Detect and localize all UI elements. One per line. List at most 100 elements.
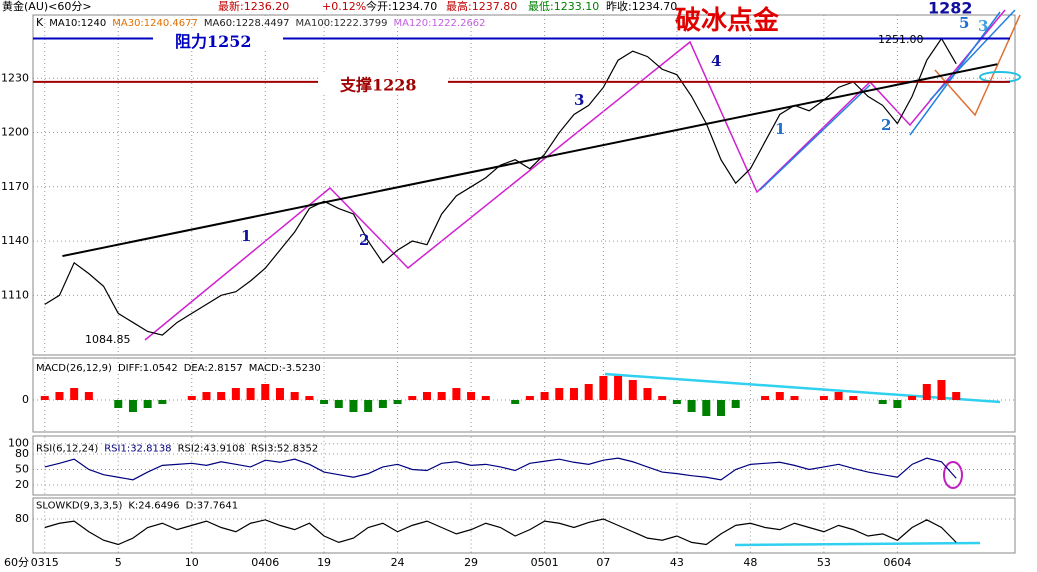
macd-bar <box>364 400 373 412</box>
kd-frame <box>32 497 1016 554</box>
y-tick-label: 80 <box>15 512 29 525</box>
macd-bar <box>158 400 167 404</box>
kd-support-line <box>734 541 981 547</box>
chart-title: 破冰点金 <box>675 5 780 36</box>
legend-label: MA10:1240 <box>49 18 106 29</box>
main-frame <box>32 14 1016 356</box>
x-tick-label: 0501 <box>531 556 559 569</box>
y-tick-label: 1110 <box>1 288 29 301</box>
macd-bar <box>334 400 343 408</box>
macd-bar <box>84 392 93 400</box>
macd-bar <box>922 384 931 400</box>
macd-bar <box>452 388 461 400</box>
y-tick-label: 1140 <box>1 234 29 247</box>
macd-bar <box>584 384 593 400</box>
macd-bar <box>540 392 549 400</box>
macd-bar <box>305 396 314 400</box>
macd-bar <box>128 400 137 412</box>
macd-bar <box>349 400 358 412</box>
wave-label: 3 <box>978 17 988 35</box>
wave-line <box>144 9 1006 341</box>
macd-bar <box>40 396 49 400</box>
macd-bar <box>716 400 725 416</box>
high: 最高:1237.80 <box>446 0 517 13</box>
legend-label: RSI3:52.8352 <box>251 444 318 455</box>
macd-bar <box>275 388 284 400</box>
y-tick-label: 0 <box>22 393 29 406</box>
panel-title: RSI(6,12,24) <box>36 444 98 455</box>
rsi-frame <box>32 435 1016 496</box>
y-tick-label: 50 <box>15 463 29 476</box>
macd-bar <box>246 388 255 400</box>
legend-label: MACD:-3.5230 <box>249 363 321 374</box>
panel-title: SLOWKD(9,3,3,5) <box>36 501 122 512</box>
macd-bar <box>202 392 211 400</box>
macd-bar <box>70 388 79 400</box>
macd-bar <box>290 392 299 400</box>
y-tick-label: 80 <box>15 447 29 460</box>
macd-bar <box>878 400 887 404</box>
wave-label: 2 <box>881 116 891 134</box>
macd-frame <box>32 357 1016 433</box>
macd-bar <box>702 400 711 416</box>
macd-bar <box>893 400 902 408</box>
macd-bar <box>569 388 578 400</box>
latest: 最新:1236.20 <box>218 0 289 13</box>
x-tick-label: 43 <box>670 556 684 569</box>
legend-label: MA30:1240.4677 <box>112 18 198 29</box>
macd-bar <box>687 400 696 412</box>
macd-bar <box>790 396 799 400</box>
macd-bar <box>217 392 226 400</box>
macd-bar <box>937 380 946 400</box>
macd-bar <box>643 388 652 400</box>
macd-bar <box>511 400 520 404</box>
price-line <box>44 457 957 481</box>
channel-line <box>759 84 871 191</box>
legend-label: K <box>36 16 44 29</box>
annotation: 1251.00 <box>878 33 924 46</box>
annotation: 1282 <box>928 0 973 18</box>
panel-title: MACD(26,12,9) <box>36 363 112 374</box>
x-tick-label: 0315 <box>31 556 59 569</box>
macd-bar <box>187 396 196 400</box>
macd-bar <box>908 396 917 400</box>
channel-line <box>929 9 1016 101</box>
wave-label: 3 <box>574 91 584 109</box>
rsi-ellipse <box>943 461 963 489</box>
x-tick-label: 0406 <box>251 556 279 569</box>
x-tick-label: 10 <box>185 556 199 569</box>
legend-label: DEA:2.8157 <box>184 363 243 374</box>
change: +0.12% <box>322 0 366 13</box>
macd-bar <box>628 380 637 400</box>
low: 最低:1233.10 <box>528 0 599 13</box>
price-line <box>44 37 957 336</box>
wave-label: 4 <box>711 52 721 70</box>
legend-label: RSI1:32.8138 <box>104 444 171 455</box>
y-tick-label: 1200 <box>1 126 29 139</box>
macd-bar <box>114 400 123 408</box>
macd-bar <box>525 396 534 400</box>
macd-bar <box>775 392 784 400</box>
macd-bar <box>378 400 387 408</box>
macd-bar <box>849 396 858 400</box>
legend-label: K:24.6496 <box>128 501 179 512</box>
legend-label: RSI2:43.9108 <box>178 444 245 455</box>
macd-bar <box>55 392 64 400</box>
x-tick-label: 53 <box>817 556 831 569</box>
x-tick-label: 24 <box>391 556 405 569</box>
x-tick-label: 19 <box>317 556 331 569</box>
x-tick-label: 0604 <box>883 556 911 569</box>
trend-line <box>62 63 998 258</box>
macd-bar <box>481 396 490 400</box>
macd-bar <box>819 396 828 400</box>
annotation: 1084.85 <box>85 333 131 346</box>
legend-label: DIFF:1.0542 <box>118 363 178 374</box>
macd-bar <box>599 376 608 400</box>
divergence-line <box>604 372 1001 404</box>
projection-line <box>934 14 1021 117</box>
macd-bar <box>320 400 329 404</box>
level-label-bg <box>153 28 283 49</box>
instrument: 黄金(AU)<60分> <box>2 0 92 13</box>
macd-bar <box>834 392 843 400</box>
